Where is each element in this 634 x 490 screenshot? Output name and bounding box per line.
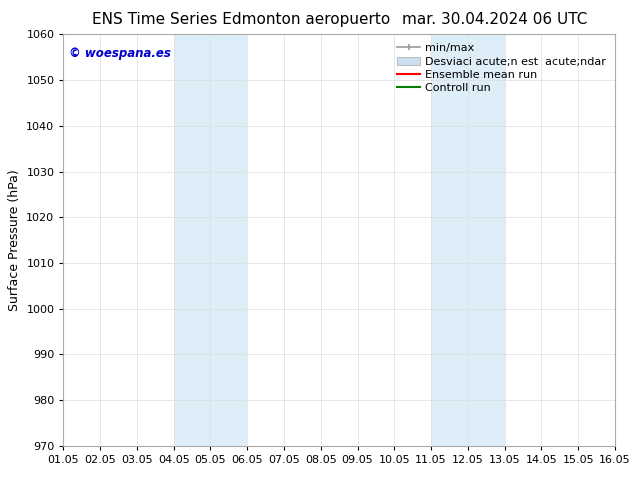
Text: ENS Time Series Edmonton aeropuerto: ENS Time Series Edmonton aeropuerto <box>92 12 390 27</box>
Bar <box>174 34 247 446</box>
Bar <box>431 34 505 446</box>
Text: © woespana.es: © woespana.es <box>69 47 171 60</box>
Text: mar. 30.04.2024 06 UTC: mar. 30.04.2024 06 UTC <box>402 12 587 27</box>
Y-axis label: Surface Pressure (hPa): Surface Pressure (hPa) <box>8 169 21 311</box>
Legend: min/max, Desviaci acute;n est  acute;ndar, Ensemble mean run, Controll run: min/max, Desviaci acute;n est acute;ndar… <box>394 40 609 97</box>
